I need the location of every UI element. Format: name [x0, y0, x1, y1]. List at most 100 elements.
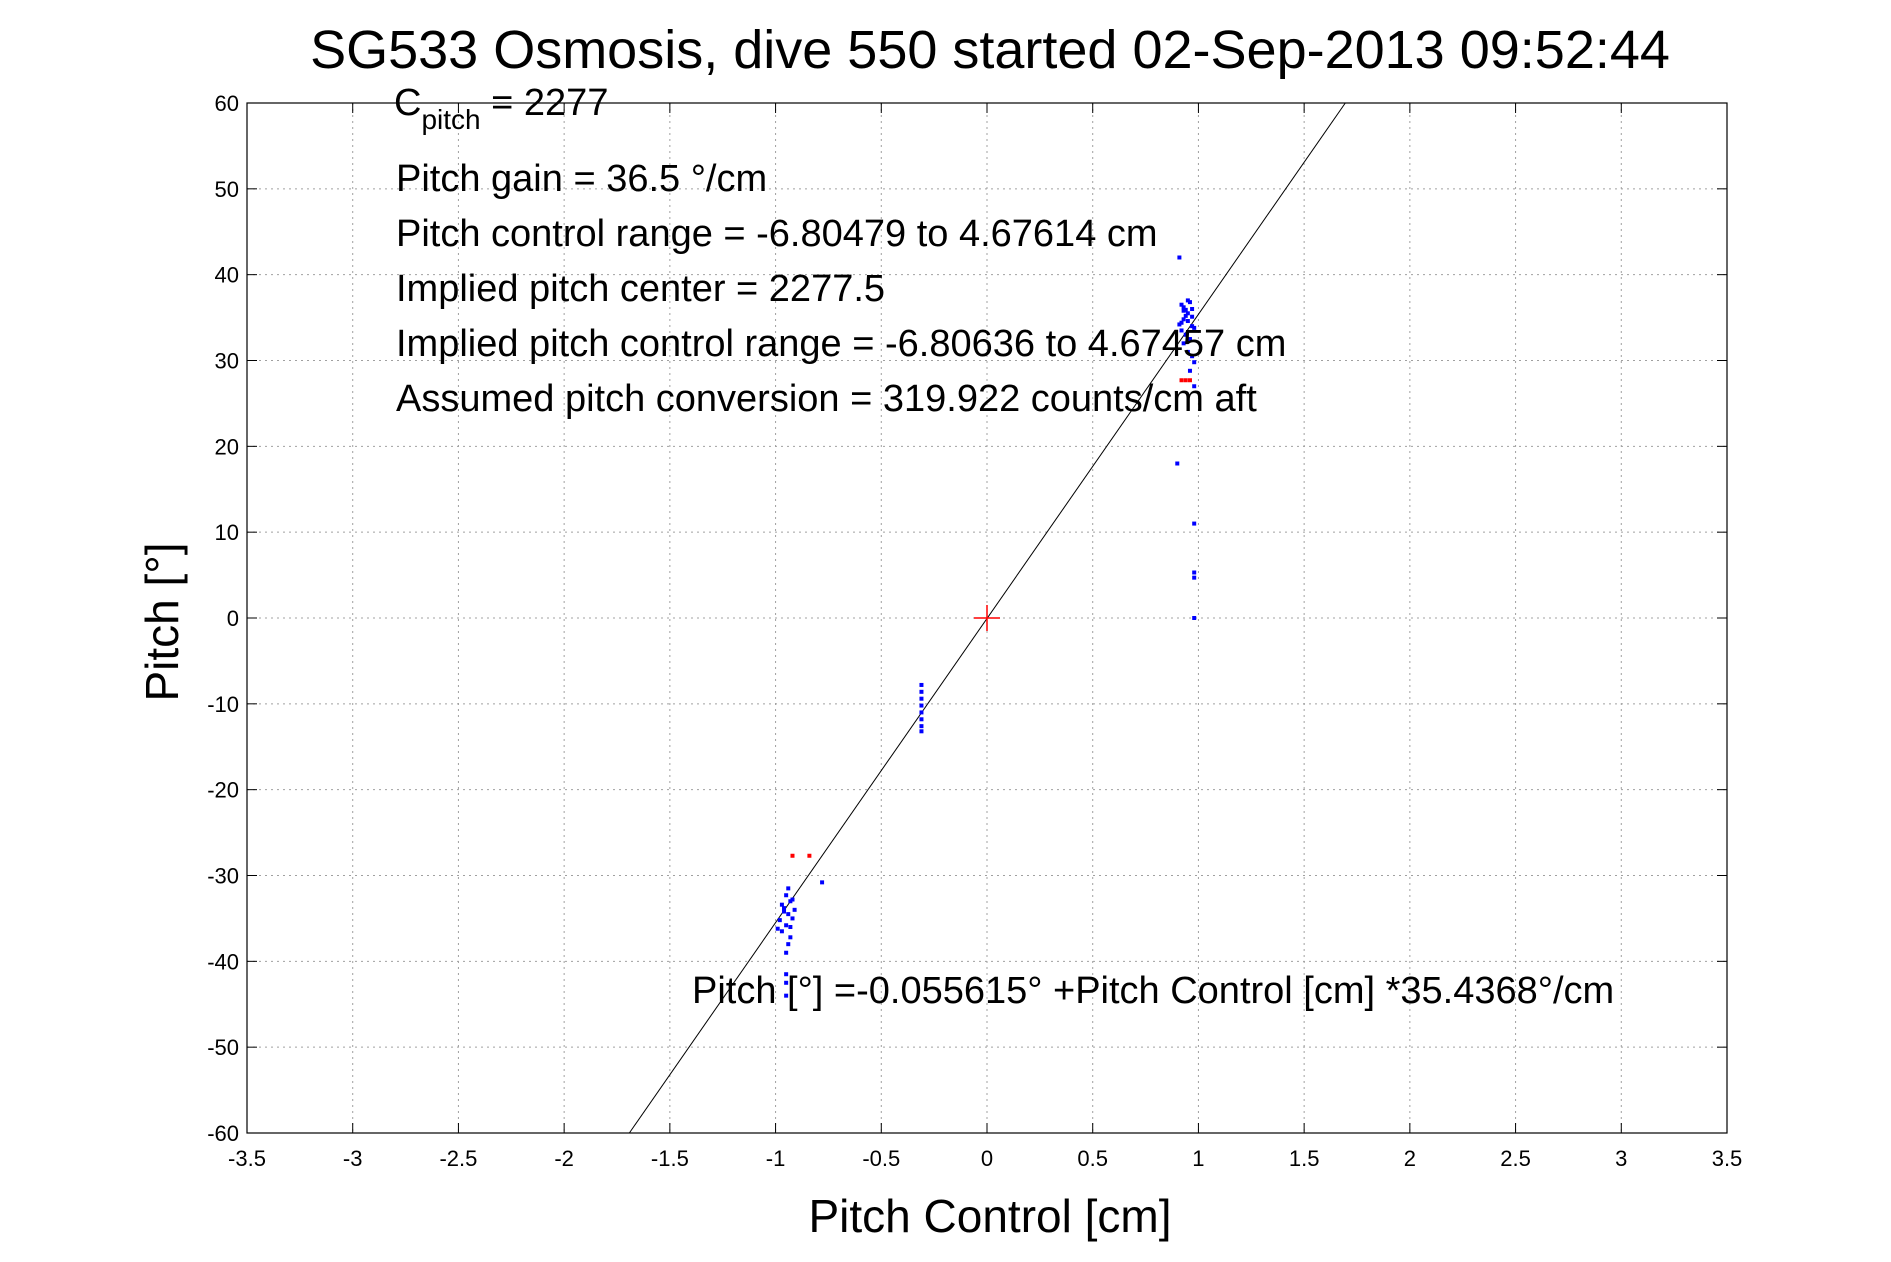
data-point	[788, 899, 793, 904]
data-point	[1192, 521, 1197, 526]
x-axis-label: Pitch Control [cm]	[809, 1190, 1172, 1242]
marker-layer	[974, 605, 1000, 631]
annotation-control-range: Pitch control range = -6.80479 to 4.6761…	[396, 213, 1158, 255]
c-pitch-symbol: C	[394, 82, 421, 124]
data-point	[790, 897, 795, 902]
data-point	[784, 923, 789, 928]
x-tick-label: 0	[981, 1146, 993, 1171]
data-point	[1190, 354, 1195, 359]
tick-layer: -3.5 -3 -2.5 -2 -1.5 -1 -0.5 0 0.5 1 1.5 2 2.5 3 3.5 -6…	[207, 91, 1742, 1171]
data-point	[919, 717, 924, 722]
x-tick-label: 2	[1404, 1146, 1416, 1171]
x-tick-label: -0.5	[862, 1146, 900, 1171]
x-tick-label: -3.5	[228, 1146, 266, 1171]
data-point	[1192, 325, 1197, 330]
data-point	[1177, 322, 1182, 327]
data-point	[790, 853, 795, 858]
annotation-c-pitch: Cpitch = 2277	[394, 82, 608, 135]
data-point	[786, 912, 791, 917]
y-tick-label: -40	[207, 949, 239, 974]
data-point	[784, 980, 789, 985]
annotation-fit-equation: Pitch [°] =-0.055615° +Pitch Control [cm…	[692, 970, 1614, 1012]
y-tick-label: -10	[207, 692, 239, 717]
data-point	[1187, 378, 1192, 383]
data-point	[779, 929, 784, 934]
c-pitch-value: = 2277	[481, 82, 609, 124]
points-layer	[775, 255, 1197, 998]
data-point	[1181, 305, 1186, 310]
data-point	[919, 682, 924, 687]
data-point	[919, 696, 924, 701]
y-tick-label: 0	[227, 606, 239, 631]
data-point	[807, 853, 812, 858]
data-point	[1187, 368, 1192, 373]
data-point	[786, 942, 791, 947]
data-point	[1183, 313, 1188, 318]
c-pitch-subscript: pitch	[421, 104, 480, 135]
data-point	[919, 710, 924, 715]
data-point	[1183, 307, 1188, 312]
data-point	[1192, 616, 1197, 620]
data-point	[919, 703, 924, 708]
x-tick-label: 3	[1615, 1146, 1627, 1171]
data-point	[779, 902, 784, 907]
data-point	[1187, 337, 1192, 342]
y-tick-label: -60	[207, 1121, 239, 1146]
x-tick-label: 3.5	[1712, 1146, 1743, 1171]
data-point	[1192, 360, 1197, 365]
y-tick-label: 40	[215, 263, 239, 288]
x-tick-label: -2.5	[439, 1146, 477, 1171]
data-point	[1183, 378, 1188, 383]
data-point	[784, 893, 789, 898]
data-point	[777, 918, 782, 923]
data-point	[790, 916, 795, 921]
data-point	[1181, 308, 1186, 313]
data-point	[1175, 461, 1180, 466]
data-point	[784, 972, 789, 977]
data-point	[775, 926, 780, 931]
data-point	[1179, 328, 1184, 333]
y-tick-label: 20	[215, 434, 239, 459]
x-tick-label: -2	[554, 1146, 574, 1171]
x-tick-label: -3	[343, 1146, 363, 1171]
data-point	[1190, 324, 1195, 329]
annotation-assumed-conversion: Assumed pitch conversion = 319.922 count…	[396, 378, 1257, 420]
data-point	[1179, 302, 1184, 307]
data-point	[919, 689, 924, 694]
x-tick-label: 1	[1192, 1146, 1204, 1171]
data-point	[1190, 307, 1195, 311]
x-tick-label: -1.5	[651, 1146, 689, 1171]
y-tick-label: -30	[207, 864, 239, 889]
annotation-pitch-gain: Pitch gain = 36.5 °/cm	[396, 158, 767, 200]
annotation-implied-range: Implied pitch control range = -6.80636 t…	[396, 323, 1286, 365]
data-point	[1177, 255, 1182, 260]
data-point	[1183, 332, 1188, 337]
data-point	[792, 907, 797, 912]
data-point	[1185, 349, 1190, 354]
data-point	[1181, 341, 1186, 346]
data-point	[1179, 320, 1184, 325]
data-point	[919, 729, 924, 734]
chart-title: SG533 Osmosis, dive 550 started 02-Sep-2…	[310, 20, 1670, 80]
data-point	[784, 993, 789, 998]
data-point	[1185, 311, 1190, 316]
data-point	[1185, 319, 1190, 324]
data-point	[1192, 575, 1197, 580]
data-point	[1192, 384, 1197, 389]
data-point	[1179, 378, 1184, 383]
x-tick-label: 1.5	[1289, 1146, 1320, 1171]
data-point	[784, 950, 789, 955]
y-tick-label: 30	[215, 349, 239, 374]
data-point	[820, 880, 825, 885]
y-tick-label: -50	[207, 1035, 239, 1060]
x-tick-label: -1	[766, 1146, 786, 1171]
data-point	[782, 906, 787, 911]
data-point	[1181, 317, 1186, 322]
data-point	[1185, 298, 1190, 303]
y-tick-label: 50	[215, 177, 239, 202]
x-tick-label: 0.5	[1077, 1146, 1108, 1171]
y-tick-label: 10	[215, 520, 239, 545]
data-point	[786, 886, 791, 891]
